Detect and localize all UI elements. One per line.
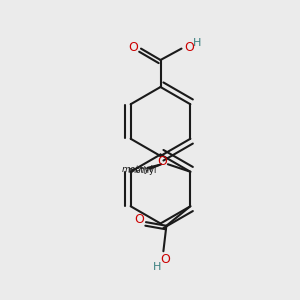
Text: methyl: methyl	[146, 169, 151, 171]
Text: O: O	[158, 155, 167, 168]
Text: O: O	[184, 40, 194, 54]
Text: methyl: methyl	[122, 165, 153, 174]
Text: H: H	[153, 262, 162, 272]
Text: O: O	[160, 253, 170, 266]
Text: H: H	[193, 38, 201, 48]
Text: O: O	[129, 40, 138, 54]
Text: O: O	[134, 213, 144, 226]
Text: methyl: methyl	[127, 166, 156, 175]
